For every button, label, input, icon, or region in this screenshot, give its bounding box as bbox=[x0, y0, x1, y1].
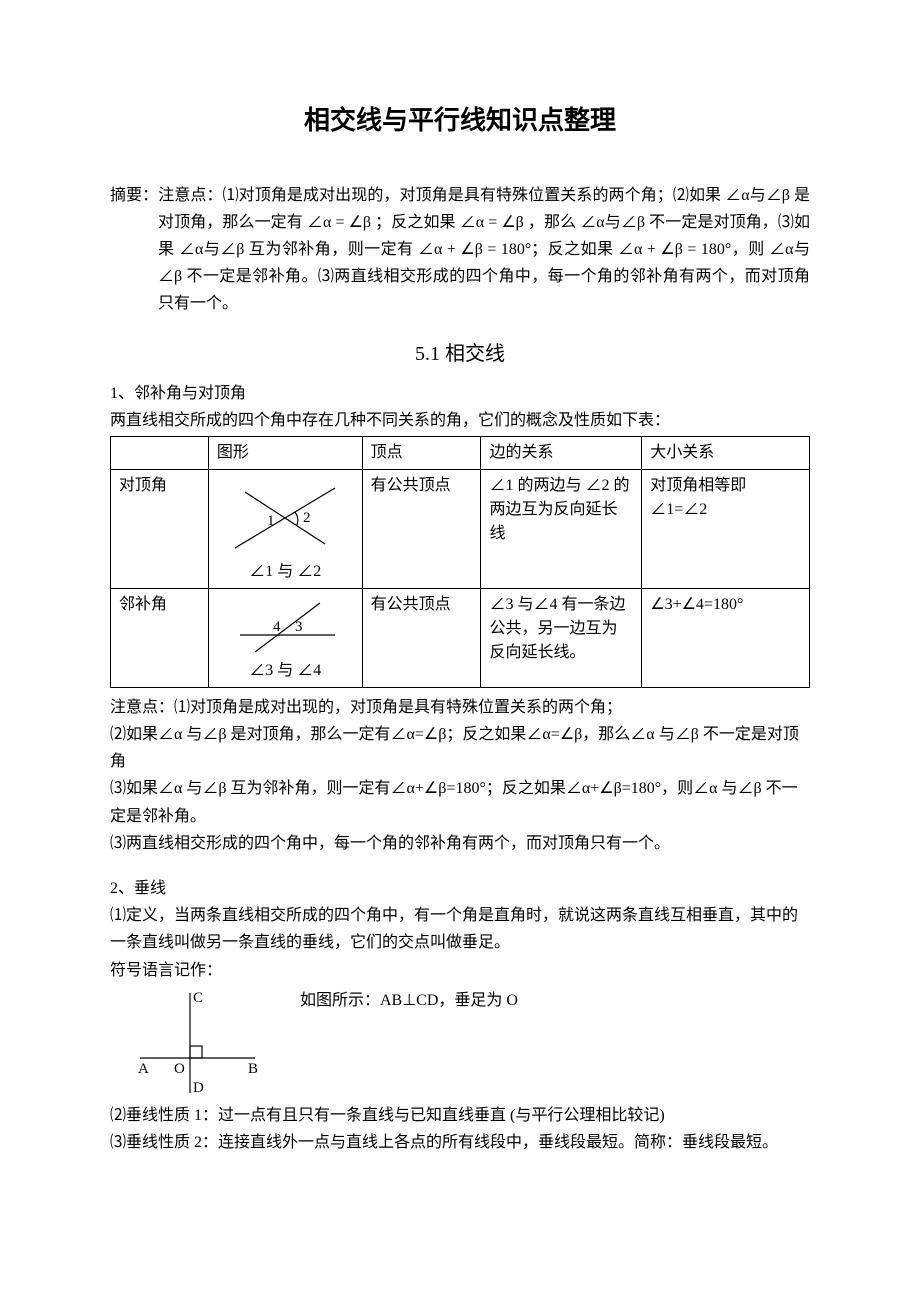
row1-relation: 对顶角相等即∠1=∠2 bbox=[642, 469, 810, 588]
row1-edge: ∠1 的两边与 ∠2 的两边互为反向延长线 bbox=[481, 469, 642, 588]
page-title: 相交线与平行线知识点整理 bbox=[110, 100, 810, 142]
row2-edge: ∠3 与∠4 有一条边公共，另一边互为反向延长线。 bbox=[481, 588, 642, 687]
section-heading: 5.1 相交线 bbox=[110, 338, 810, 370]
s2-definition: ⑴定义，当两条直线相交所成的四个角中，有一个角是直角时，就说这两条直线互相垂直，… bbox=[110, 902, 810, 956]
note-4: ⑶两直线相交形成的四个角中，每一个角的邻补角有两个，而对顶角只有一个。 bbox=[110, 830, 810, 857]
th-edge: 边的关系 bbox=[481, 436, 642, 469]
th-vertex: 顶点 bbox=[362, 436, 481, 469]
row2-relation: ∠3+∠4=180° bbox=[642, 588, 810, 687]
row1-name: 对顶角 bbox=[111, 469, 209, 588]
table-row: 邻补角 4 3 ∠3 与 ∠4 有公共顶点 ∠3 与∠4 有一条边公共，另一边互… bbox=[111, 588, 810, 687]
s2-property-2: ⑶垂线性质 2：连接直线外一点与直线上各点的所有线段中，垂线段最短。简称：垂线段… bbox=[110, 1129, 810, 1156]
svg-text:3: 3 bbox=[295, 619, 303, 635]
svg-text:1: 1 bbox=[267, 513, 275, 529]
s2-notation-label: 符号语言记作： bbox=[110, 957, 810, 984]
table-row: 对顶角 1 2 ∠1 与 ∠2 有公共顶点 ∠1 的两边与 ∠2 的两边互为反向… bbox=[111, 469, 810, 588]
svg-text:2: 2 bbox=[303, 510, 311, 526]
svg-text:D: D bbox=[193, 1080, 204, 1096]
perpendicular-lines-icon: C D A B O bbox=[130, 988, 270, 1098]
row1-vertex: 有公共顶点 bbox=[362, 469, 481, 588]
perpendicular-figure-block: C D A B O 如图所示：AB⊥CD，垂足为 O bbox=[130, 988, 810, 1098]
vertical-angles-icon: 1 2 bbox=[225, 478, 345, 558]
row1-figure-cell: 1 2 ∠1 与 ∠2 bbox=[208, 469, 362, 588]
subsection-1-heading: 1、邻补角与对顶角 bbox=[110, 380, 810, 407]
row2-figure-caption: ∠3 与 ∠4 bbox=[217, 659, 354, 683]
subsection-1-intro: 两直线相交所成的四个角中存在几种不同关系的角，它们的概念及性质如下表： bbox=[110, 407, 810, 434]
abstract-label: 摘要： bbox=[110, 187, 158, 204]
row2-name: 邻补角 bbox=[111, 588, 209, 687]
row2-figure-cell: 4 3 ∠3 与 ∠4 bbox=[208, 588, 362, 687]
subsection-2-heading: 2、垂线 bbox=[110, 875, 810, 902]
supplementary-angles-icon: 4 3 bbox=[225, 597, 345, 657]
svg-text:4: 4 bbox=[273, 619, 281, 635]
perpendicular-note: 如图所示：AB⊥CD，垂足为 O bbox=[300, 988, 518, 1014]
table-header-row: 图形 顶点 边的关系 大小关系 bbox=[111, 436, 810, 469]
angle-table: 图形 顶点 边的关系 大小关系 对顶角 1 2 ∠1 与 ∠2 有公共顶点 ∠1… bbox=[110, 436, 810, 688]
th-relation: 大小关系 bbox=[642, 436, 810, 469]
svg-text:B: B bbox=[248, 1061, 258, 1077]
note-2: ⑵如果∠α 与∠β 是对顶角，那么一定有∠α=∠β；反之如果∠α=∠β，那么∠α… bbox=[110, 721, 810, 775]
th-name bbox=[111, 436, 209, 469]
row2-vertex: 有公共顶点 bbox=[362, 588, 481, 687]
abstract-block: 摘要：注意点：⑴对顶角是成对出现的，对顶角是具有特殊位置关系的两个角；⑵如果 ∠… bbox=[110, 182, 810, 318]
abstract-text: 注意点：⑴对顶角是成对出现的，对顶角是具有特殊位置关系的两个角；⑵如果 ∠α与∠… bbox=[158, 187, 810, 313]
svg-text:O: O bbox=[174, 1061, 185, 1077]
svg-text:A: A bbox=[138, 1061, 149, 1077]
svg-text:C: C bbox=[193, 990, 203, 1006]
th-figure: 图形 bbox=[208, 436, 362, 469]
s2-property-1: ⑵垂线性质 1：过一点有且只有一条直线与已知直线垂直 (与平行公理相比较记) bbox=[110, 1102, 810, 1129]
note-3: ⑶如果∠α 与∠β 互为邻补角，则一定有∠α+∠β=180°；反之如果∠α+∠β… bbox=[110, 775, 810, 829]
row1-figure-caption: ∠1 与 ∠2 bbox=[217, 560, 354, 584]
note-1: 注意点：⑴对顶角是成对出现的，对顶角是具有特殊位置关系的两个角； bbox=[110, 694, 810, 721]
